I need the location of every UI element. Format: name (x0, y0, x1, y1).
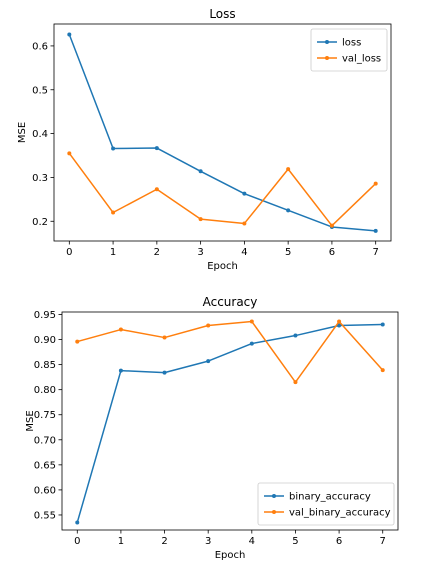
series-0-point-2 (162, 370, 167, 375)
x-tick-label-7: 7 (372, 247, 378, 258)
x-tick-label-2: 2 (161, 536, 167, 547)
series-0-point-5 (293, 333, 298, 338)
legend-label-0: loss (342, 38, 361, 49)
legend-marker-0 (272, 494, 276, 498)
series-0-point-2 (154, 146, 159, 151)
y-tick-label-1: 0.3 (32, 173, 48, 184)
x-tick-label-1: 1 (110, 247, 116, 258)
series-1-point-3 (206, 323, 211, 328)
axes-frame (53, 23, 392, 242)
legend-label-1: val_loss (342, 54, 381, 65)
x-tick-label-6: 6 (336, 536, 342, 547)
y-tick-label-2: 0.65 (34, 460, 56, 471)
series-1-point-4 (249, 319, 254, 324)
x-tick-label-5: 5 (285, 247, 291, 258)
series-1-point-5 (293, 380, 298, 385)
legend-label-1: val_binary_accuracy (289, 508, 391, 519)
chart-title: Loss (209, 7, 235, 21)
legend-marker-1 (325, 56, 329, 60)
series-1-point-7 (380, 368, 385, 373)
series-0-point-0 (75, 520, 80, 525)
series-0-point-4 (242, 191, 247, 196)
legend-box (310, 28, 388, 72)
y-tick-label-1: 0.60 (34, 485, 56, 496)
series-0-point-5 (286, 208, 291, 213)
y-tick-label-8: 0.95 (34, 310, 56, 321)
series-line-0 (76, 323, 383, 523)
legend-marker-0 (325, 40, 329, 44)
series-1-point-3 (198, 217, 203, 222)
series-0-point-3 (198, 169, 203, 174)
loss-chart: Loss 0 1 2 3 4 5 6 7 0.2 0.3 0.4 0.5 0.6 Epoch MSE loss v… (17, 7, 392, 272)
accuracy-chart: Accuracy 0 1 2 3 4 5 6 7 0.55 0.60 0.65 0.70 0.75 0.80… (25, 295, 399, 561)
legend-label-0: binary_accuracy (289, 492, 371, 503)
series-1-point-2 (154, 187, 159, 192)
x-tick-label-6: 6 (329, 247, 335, 258)
series-1-point-0 (67, 151, 72, 156)
series-0-point-7 (380, 322, 385, 327)
y-tick-label-3: 0.70 (34, 435, 56, 446)
y-tick-label-4: 0.6 (32, 41, 48, 52)
series-0-point-4 (249, 341, 254, 346)
x-tick-label-4: 4 (249, 536, 255, 547)
series-1-point-6 (337, 319, 342, 324)
series-1-point-7 (373, 181, 378, 186)
x-tick-label-0: 0 (74, 536, 80, 547)
y-tick-label-4: 0.75 (34, 410, 56, 421)
series-line-1 (77, 320, 384, 383)
x-tick-label-5: 5 (292, 536, 298, 547)
y-axis-label: MSE (25, 410, 36, 431)
x-axis-label: Epoch (215, 550, 246, 561)
series-0-point-7 (373, 228, 378, 233)
x-axis-label: Epoch (207, 261, 238, 272)
y-tick-label-5: 0.80 (34, 385, 56, 396)
chart-title: Accuracy (203, 295, 258, 309)
x-tick-label-3: 3 (197, 247, 203, 258)
y-tick-label-2: 0.4 (32, 129, 48, 140)
y-tick-label-0: 0.2 (32, 217, 48, 228)
series-1-point-0 (75, 339, 80, 344)
axes-frame (61, 311, 399, 531)
x-tick-label-0: 0 (66, 247, 72, 258)
series-0-point-3 (206, 359, 211, 364)
series-1-point-1 (118, 327, 123, 332)
series-1-point-5 (286, 167, 291, 172)
y-tick-label-7: 0.90 (34, 335, 56, 346)
series-1-point-2 (162, 335, 167, 340)
series-line-1 (68, 152, 377, 227)
y-tick-label-6: 0.85 (34, 360, 56, 371)
x-tick-label-4: 4 (241, 247, 247, 258)
y-tick-label-0: 0.55 (34, 510, 56, 521)
legend-box (257, 482, 395, 526)
series-1-point-4 (242, 221, 247, 226)
series-1-point-1 (111, 210, 116, 215)
series-0-point-6 (337, 323, 342, 328)
series-0-point-0 (67, 32, 72, 37)
series-line-0 (68, 34, 376, 232)
series-0-point-1 (118, 368, 123, 373)
x-tick-label-7: 7 (380, 536, 386, 547)
y-axis-label: MSE (17, 122, 28, 143)
x-tick-label-3: 3 (205, 536, 211, 547)
series-1-point-6 (329, 223, 334, 228)
series-0-point-1 (111, 146, 116, 151)
x-tick-label-1: 1 (118, 536, 124, 547)
y-tick-label-3: 0.5 (32, 85, 48, 96)
legend-marker-1 (272, 510, 276, 514)
x-tick-label-2: 2 (154, 247, 160, 258)
